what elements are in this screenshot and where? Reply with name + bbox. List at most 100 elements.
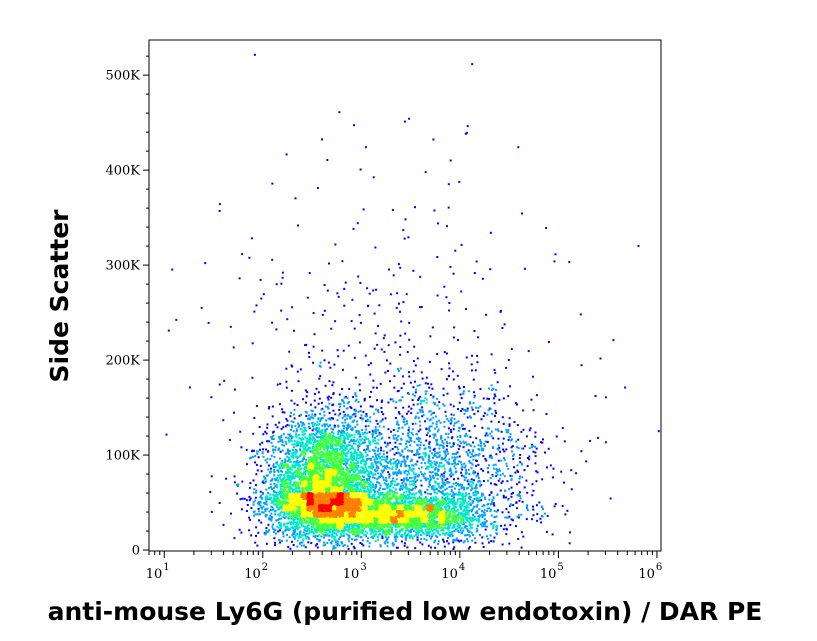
event-dot [430, 501, 433, 503]
event-dot [404, 538, 407, 541]
event-dot [429, 450, 432, 453]
event-dot [279, 439, 282, 442]
event-dot [441, 523, 444, 526]
event-dot [308, 529, 311, 532]
event-dot [391, 466, 394, 469]
event-dot [389, 362, 392, 365]
event-dot [307, 422, 310, 425]
event-dot [399, 472, 402, 475]
event-dot [531, 446, 533, 449]
event-dot [267, 450, 270, 453]
event-dot [396, 466, 398, 469]
event-dot [290, 437, 293, 440]
event-dot [262, 448, 265, 451]
event-dot [276, 463, 279, 466]
event-dot [351, 538, 353, 541]
event-dot [349, 470, 351, 473]
event-dot [288, 350, 291, 353]
event-dot [502, 437, 505, 440]
event-dot [443, 540, 445, 543]
event-dot [337, 443, 340, 446]
event-dot [421, 377, 424, 380]
event-dot [461, 423, 464, 426]
event-dot [388, 436, 391, 439]
event-dot [401, 460, 404, 463]
event-dot [508, 505, 511, 508]
event-dot [319, 361, 322, 364]
event-dot [284, 436, 287, 439]
event-dot [397, 497, 399, 500]
event-dot [278, 507, 281, 510]
event-dot [374, 473, 377, 476]
event-dot [346, 397, 349, 400]
event-dot [467, 520, 470, 523]
event-dot [420, 409, 423, 412]
event-dot [502, 528, 505, 531]
event-dot [363, 480, 366, 483]
event-dot [443, 524, 446, 527]
event-dot [416, 444, 419, 447]
event-dot [508, 423, 511, 426]
event-dot [342, 427, 345, 430]
event-dot [474, 494, 476, 497]
event-dot [445, 509, 448, 512]
event-dot [471, 354, 473, 357]
event-dot [407, 410, 410, 413]
event-dot [483, 509, 486, 512]
event-dot [408, 393, 411, 396]
event-dot [279, 490, 282, 493]
event-dot [370, 490, 372, 493]
event-dot [444, 438, 447, 441]
event-dot [433, 491, 436, 494]
event-dot [436, 524, 439, 527]
event-dot [299, 445, 302, 448]
event-dot [373, 535, 376, 537]
event-dot [310, 442, 313, 445]
event-dot [403, 472, 406, 475]
event-dot [459, 410, 462, 412]
event-dot [250, 534, 253, 537]
event-dot [283, 474, 285, 477]
event-dot [285, 386, 288, 389]
event-dot [502, 448, 505, 451]
event-dot [356, 467, 359, 470]
event-dot [363, 533, 366, 536]
event-dot [451, 502, 454, 505]
event-dot [345, 468, 348, 471]
event-dot [254, 499, 257, 502]
event-dot [308, 351, 310, 354]
event-dot [439, 523, 442, 526]
event-dot [308, 272, 311, 274]
event-dot [343, 435, 346, 438]
event-dot [351, 484, 354, 487]
event-dot [374, 439, 377, 442]
event-dot [341, 530, 344, 533]
event-dot [332, 535, 335, 538]
event-dot [252, 511, 255, 514]
event-dot [364, 451, 367, 454]
event-dot [468, 535, 471, 538]
event-dot [392, 462, 395, 465]
event-dot [440, 491, 443, 494]
event-dot [290, 364, 293, 367]
event-dot [285, 480, 288, 483]
event-dot [269, 514, 272, 517]
event-dot [436, 353, 439, 355]
event-dot [427, 460, 430, 463]
event-dot [385, 538, 388, 541]
event-dot [360, 466, 363, 469]
event-dot [470, 406, 473, 409]
event-dot [285, 153, 288, 156]
event-dot [414, 547, 417, 550]
event-dot [268, 464, 270, 467]
event-dot [457, 420, 460, 423]
event-dot [316, 543, 319, 546]
event-dot [369, 416, 372, 419]
event-dot [299, 368, 302, 371]
event-dot [315, 452, 318, 455]
event-dot [327, 425, 330, 428]
event-dot [492, 525, 495, 528]
event-dot [323, 435, 326, 438]
event-dot [476, 512, 479, 515]
event-dot [364, 485, 367, 488]
